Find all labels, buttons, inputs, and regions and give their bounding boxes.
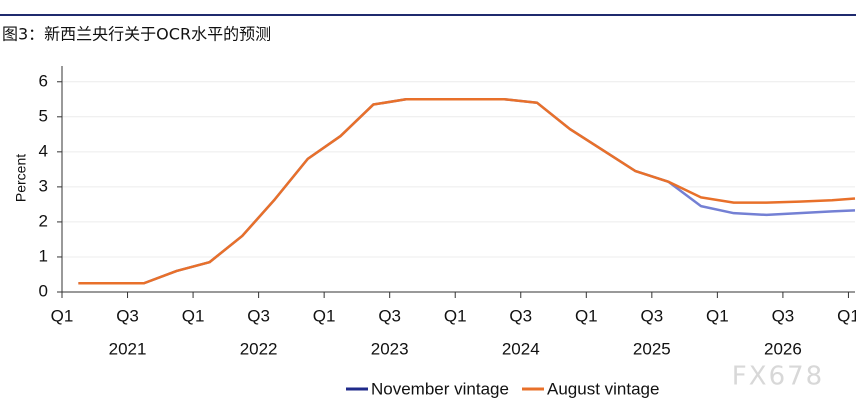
y-tick-label: 0	[39, 281, 48, 300]
x-tick-label: Q3	[640, 306, 663, 325]
y-tick-label: 1	[39, 246, 48, 265]
y-tick-label: 5	[39, 106, 48, 125]
y-tick-label: 4	[39, 141, 48, 160]
x-tick-label: Q3	[247, 306, 270, 325]
year-label: 2024	[502, 339, 540, 358]
y-tick-label: 2	[39, 211, 48, 230]
x-tick-label: Q3	[378, 306, 401, 325]
legend-label: August vintage	[547, 379, 659, 398]
x-tick-label: Q1	[51, 306, 74, 325]
chart-title: 图3：新西兰央行关于OCR水平的预测	[2, 25, 271, 44]
legend-label: November vintage	[371, 379, 509, 398]
y-tick-label: 6	[39, 71, 48, 90]
x-tick-label: Q1	[837, 306, 856, 325]
x-tick-label: Q1	[182, 306, 205, 325]
x-tick-label: Q3	[509, 306, 532, 325]
x-tick-label: Q1	[575, 306, 598, 325]
y-tick-label: 3	[39, 176, 48, 195]
year-label: 2021	[109, 339, 147, 358]
series-line	[78, 98, 856, 285]
x-tick-label: Q1	[706, 306, 729, 325]
x-tick-label: Q1	[313, 306, 336, 325]
x-tick-label: Q1	[444, 306, 467, 325]
y-axis-label: Percent	[13, 154, 29, 202]
watermark: FX678	[732, 362, 824, 392]
year-label: 2023	[371, 339, 409, 358]
x-tick-label: Q3	[772, 306, 795, 325]
year-label: 2025	[633, 339, 671, 358]
x-tick-label: Q3	[116, 306, 139, 325]
series-line	[78, 98, 856, 285]
year-label: 2022	[240, 339, 278, 358]
year-label: 2026	[764, 339, 802, 358]
